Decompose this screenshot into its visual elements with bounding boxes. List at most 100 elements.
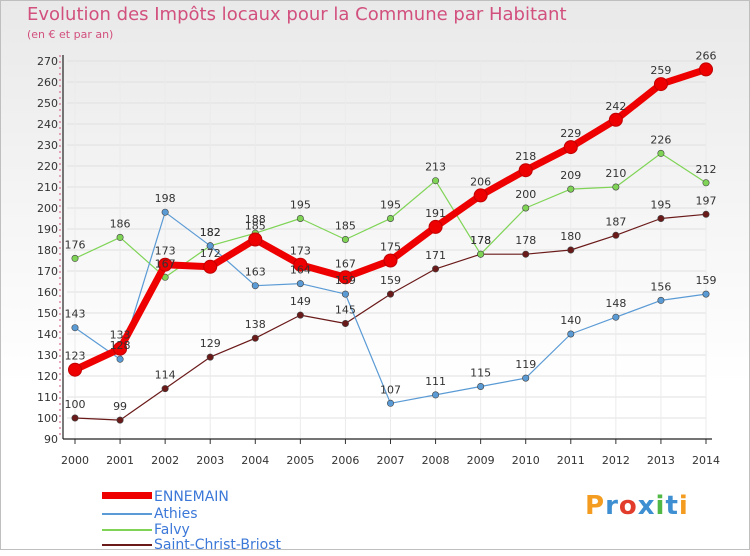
x-tick-label: 2000 (61, 454, 89, 467)
data-label: 206 (470, 175, 491, 188)
data-label: 195 (290, 199, 311, 212)
data-label: 167 (335, 257, 356, 270)
data-label: 115 (470, 367, 491, 380)
data-point (477, 382, 485, 390)
data-label: 176 (65, 238, 86, 251)
data-label: 198 (155, 192, 176, 205)
y-tick-label: 160 (37, 286, 58, 299)
logo-letter: i (678, 491, 689, 521)
data-point (251, 334, 259, 342)
y-tick-label: 250 (37, 97, 58, 110)
data-point (68, 362, 82, 377)
data-point (473, 188, 488, 203)
data-point (71, 324, 79, 332)
y-tick-label: 210 (37, 181, 58, 194)
data-label: 186 (110, 217, 131, 230)
data-label: 164 (290, 264, 311, 277)
x-tick-label: 2008 (422, 454, 450, 467)
data-point (341, 290, 349, 298)
data-label: 138 (245, 318, 266, 331)
logo-letter: P (585, 491, 606, 521)
data-label: 185 (245, 220, 266, 233)
legend-swatch (102, 513, 152, 515)
data-label: 107 (380, 383, 401, 396)
logo-letter: r (605, 491, 619, 521)
y-tick-label: 270 (37, 55, 58, 68)
data-label: 123 (65, 350, 86, 363)
data-label: 182 (200, 226, 221, 239)
data-point (702, 179, 710, 187)
data-label: 188 (245, 213, 266, 226)
data-label: 111 (425, 375, 446, 388)
data-point (653, 77, 668, 92)
data-point (116, 233, 124, 241)
data-label: 99 (113, 400, 127, 413)
y-tick-label: 230 (37, 139, 58, 152)
y-tick-label: 150 (37, 307, 58, 320)
data-point (386, 399, 394, 407)
data-label: 209 (560, 169, 581, 182)
data-label: 187 (605, 215, 626, 228)
data-point (251, 282, 259, 290)
data-label: 185 (335, 220, 356, 233)
data-point (702, 290, 710, 298)
data-label: 148 (605, 297, 626, 310)
x-tick-label: 2001 (106, 454, 134, 467)
proxiti-logo: Proxiti (585, 491, 689, 521)
data-label: 266 (696, 49, 717, 62)
data-point (612, 231, 620, 239)
data-label: 133 (110, 329, 131, 342)
data-point (338, 270, 353, 285)
legend-label: Falvy (154, 522, 190, 538)
y-tick-label: 240 (37, 118, 58, 131)
data-label: 156 (650, 280, 671, 293)
data-label: 200 (515, 188, 536, 201)
data-label: 149 (290, 295, 311, 308)
data-point (71, 414, 79, 422)
logo-letter: i (655, 491, 666, 521)
logo-letter: o (618, 491, 638, 521)
data-point (612, 183, 620, 191)
data-point (341, 319, 349, 327)
data-label: 213 (425, 161, 446, 174)
data-point (522, 204, 530, 212)
legend-swatch (102, 529, 152, 531)
data-label: 191 (425, 207, 446, 220)
y-tick-label: 180 (37, 244, 58, 257)
y-tick-label: 260 (37, 76, 58, 89)
data-label: 159 (380, 274, 401, 287)
data-point (248, 232, 263, 247)
x-tick-label: 2003 (196, 454, 224, 467)
data-point (477, 250, 485, 258)
data-point (293, 257, 308, 272)
data-point (203, 259, 218, 274)
data-point (296, 215, 304, 223)
data-point (158, 257, 173, 272)
data-point (296, 311, 304, 319)
data-point (161, 208, 169, 216)
data-point (699, 62, 713, 77)
data-point (206, 242, 214, 250)
data-label: 218 (515, 150, 536, 163)
data-point (432, 177, 440, 185)
data-label: 114 (155, 369, 176, 382)
x-tick-label: 2012 (602, 454, 630, 467)
y-tick-label: 140 (37, 328, 58, 341)
data-label: 195 (380, 199, 401, 212)
data-label: 173 (290, 245, 311, 258)
legend-label: Saint-Christ-Briost (154, 537, 281, 553)
y-tick-label: 120 (37, 370, 58, 383)
data-point (161, 385, 169, 393)
x-tick-label: 2004 (241, 454, 269, 467)
y-tick-label: 90 (44, 433, 58, 446)
x-tick-label: 2014 (692, 454, 720, 467)
chart-title: Evolution des Impôts locaux pour la Comm… (27, 4, 567, 25)
data-point (116, 416, 124, 424)
data-label: 210 (605, 167, 626, 180)
data-point (702, 210, 710, 218)
data-point (432, 265, 440, 273)
data-point (657, 215, 665, 223)
data-point (296, 280, 304, 288)
y-tick-label: 130 (37, 349, 58, 362)
data-label: 178 (515, 234, 536, 247)
